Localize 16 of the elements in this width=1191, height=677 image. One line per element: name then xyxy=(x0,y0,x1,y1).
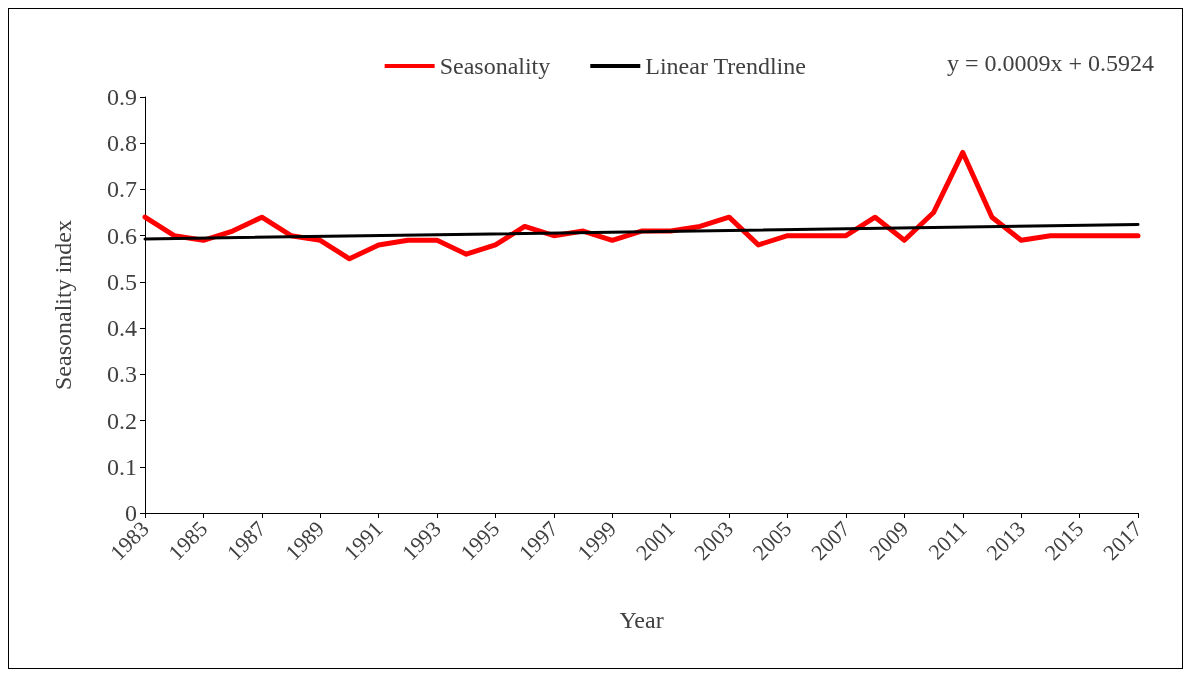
y-tick-label: 0.6 xyxy=(107,222,137,249)
y-axis-title: Seasonality index xyxy=(50,220,76,390)
x-axis-title: Year xyxy=(619,607,664,633)
y-tick-label: 0.2 xyxy=(107,407,137,434)
y-tick-label: 0.1 xyxy=(107,453,137,480)
y-tick-label: 0.5 xyxy=(107,268,137,295)
y-tick-label: 0.8 xyxy=(107,130,137,157)
y-tick-label: 0.7 xyxy=(107,176,137,203)
text: y = 0.0009x + 0.5924 xyxy=(946,50,1155,76)
y-tick-label: 0.9 xyxy=(107,84,137,110)
legend-label: Seasonality xyxy=(439,53,551,79)
x-tick-label: 1991 xyxy=(338,516,388,565)
y-tick-label: 0.4 xyxy=(107,315,137,342)
y-tick-label: 0.3 xyxy=(107,361,137,388)
legend-label: Linear Trendline xyxy=(645,53,806,79)
x-tick-label: 2011 xyxy=(923,516,972,565)
